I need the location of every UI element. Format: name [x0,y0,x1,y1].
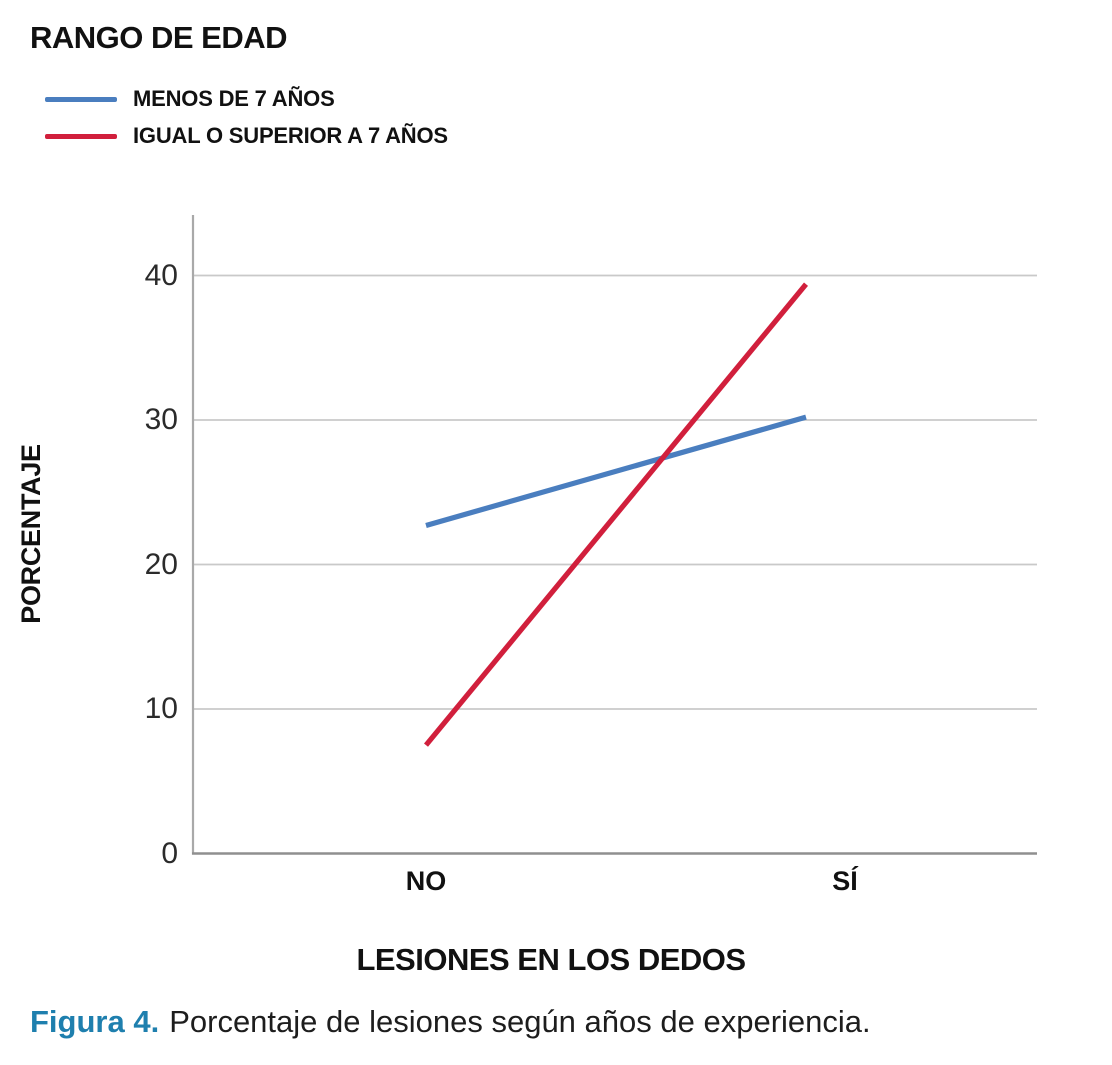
legend-swatch-blue-line [45,96,117,102]
y-tick-30: 30 [144,403,178,436]
legend-swatch-red-line [45,133,117,139]
y-tick-40: 40 [144,258,178,292]
y-tick-0: 0 [161,836,178,870]
figure-caption-label: Figura 4. [30,1004,160,1039]
x-category-no: NO [405,866,447,896]
y-tick-10: 10 [144,692,178,725]
figure-caption-text: Porcentaje de lesiones según años de exp… [169,1004,871,1039]
y-tick-20: 20 [144,547,178,581]
legend-label: MENOS DE 7 AÑOS [133,86,335,111]
x-category-si: SÍ [832,866,858,896]
legend-title: RANGO DE EDAD [30,20,288,55]
legend-item-1: IGUAL O SUPERIOR A 7 AÑOS [30,123,448,149]
figure-caption: Figura 4. Porcentaje de lesiones según añ… [30,1004,871,1040]
legend-item-0: MENOS DE 7 AÑOS [30,86,448,112]
x-axis-title: LESIONES EN LOS DEDOS [356,942,746,977]
chart-legend: RANGO DE EDAD MENOS DE 7 AÑOS IGUAL O SU… [30,20,448,160]
legend-label: IGUAL O SUPERIOR A 7 AÑOS [133,123,448,148]
